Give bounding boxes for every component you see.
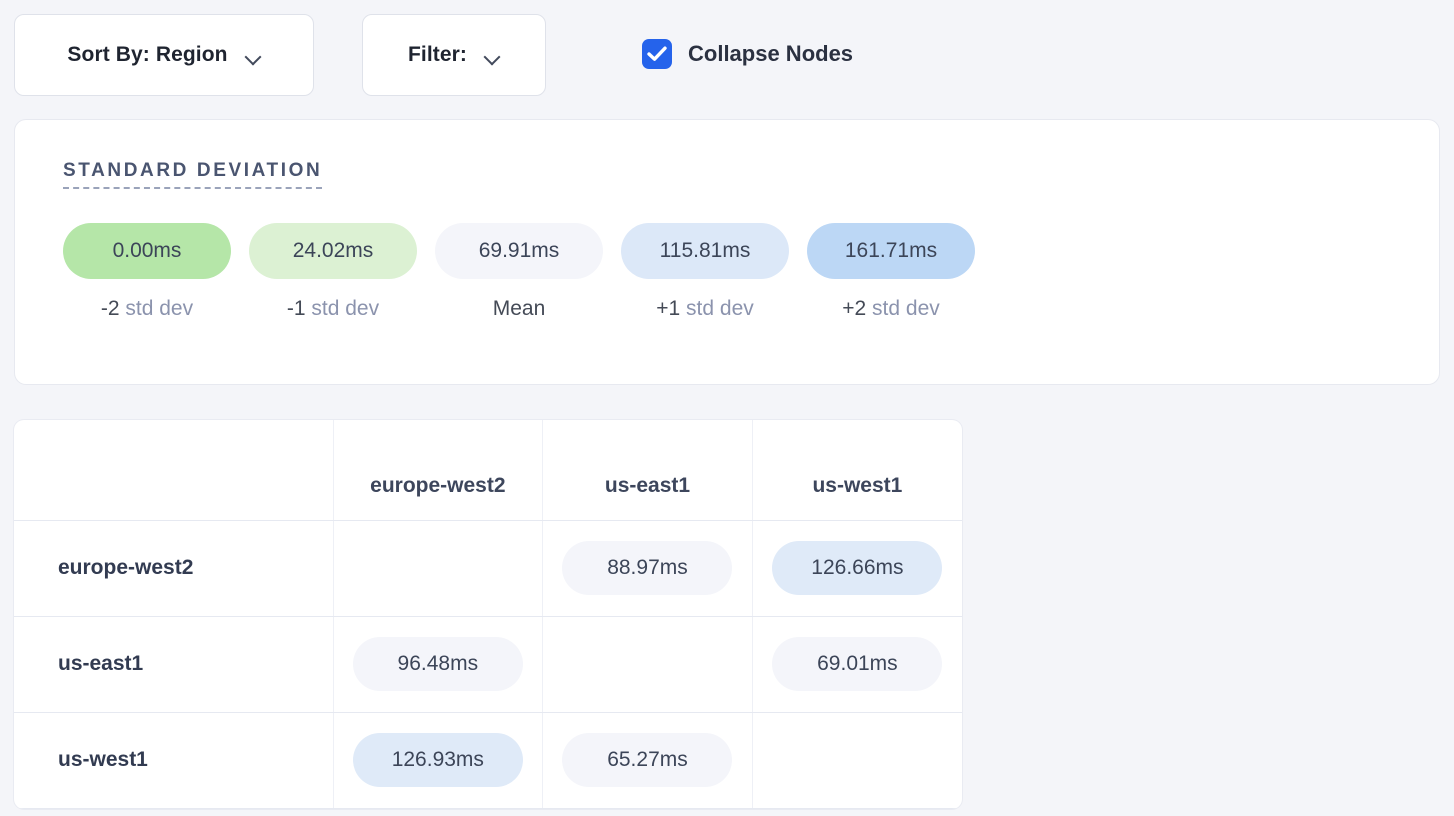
latency-cell: 88.97ms [542, 520, 753, 617]
std-dev-step-text: std dev [119, 297, 194, 320]
std-dev-step-text: std dev [866, 297, 940, 320]
table-header-row: europe-west2 us-east1 us-west1 [14, 420, 962, 521]
std-dev-step: 115.81ms +1 std dev [621, 223, 789, 321]
std-dev-step-label: +2 std dev [842, 297, 940, 321]
std-dev-step-number: +2 [842, 297, 867, 320]
card-title: STANDARD DEVIATION [63, 160, 323, 189]
table-corner-cell [14, 420, 334, 521]
std-dev-step-label: Mean [492, 297, 546, 320]
row-header-us-east1: us-east1 [14, 616, 334, 713]
latency-value-pill[interactable]: 65.27ms [562, 733, 733, 787]
std-dev-value-pill: 24.02ms [249, 223, 417, 279]
column-header-us-west1: us-west1 [752, 420, 962, 521]
latency-value-pill[interactable]: 88.97ms [562, 541, 733, 595]
table-body: europe-west2 88.97ms 126.66ms us-east1 96.48… [14, 520, 962, 809]
latency-cell: 65.27ms [542, 712, 753, 809]
latency-cell: 126.93ms [333, 712, 544, 809]
collapse-nodes-checkbox[interactable]: Collapse Nodes [642, 39, 853, 69]
table-row: europe-west2 88.97ms 126.66ms [14, 520, 962, 617]
std-dev-step-label: -1 std dev [287, 297, 379, 321]
latency-matrix: europe-west2 us-east1 us-west1 europe-west… [14, 420, 962, 809]
std-dev-step-text: std dev [305, 297, 380, 320]
checkbox-box[interactable] [642, 39, 672, 69]
row-header-europe-west2: europe-west2 [14, 520, 334, 617]
check-icon [647, 46, 667, 61]
column-header-europe-west2: europe-west2 [333, 420, 544, 521]
latency-cell: 96.48ms [333, 616, 544, 713]
row-header-us-west1: us-west1 [14, 712, 334, 809]
std-dev-step-text: std dev [680, 297, 754, 320]
sort-by-label: Sort By: Region [67, 43, 228, 66]
latency-cell: 69.01ms [752, 616, 962, 713]
latency-cell [542, 616, 753, 713]
std-dev-step: 69.91ms Mean [435, 223, 603, 321]
std-dev-value-pill: 161.71ms [807, 223, 975, 279]
latency-value-pill[interactable]: 126.66ms [772, 541, 943, 595]
std-dev-step-label: +1 std dev [656, 297, 754, 321]
std-dev-step-label: -2 std dev [101, 297, 193, 321]
chevron-down-icon [485, 51, 500, 60]
std-dev-value-pill: 69.91ms [435, 223, 603, 279]
column-header-us-east1: us-east1 [542, 420, 753, 521]
filter-dropdown[interactable]: Filter: [362, 14, 546, 96]
std-dev-value-pill: 115.81ms [621, 223, 789, 279]
std-dev-step-number: +1 [656, 297, 681, 320]
std-dev-step: 0.00ms -2 std dev [63, 223, 231, 321]
table-head: europe-west2 us-east1 us-west1 [14, 420, 962, 521]
chevron-down-icon [246, 51, 261, 60]
std-dev-step: 24.02ms -1 std dev [249, 223, 417, 321]
latency-cell [752, 712, 962, 809]
collapse-nodes-label: Collapse Nodes [688, 41, 854, 66]
filter-label: Filter: [407, 43, 468, 66]
table-row: us-east1 96.48ms 69.01ms [14, 616, 962, 713]
latency-value-pill[interactable]: 96.48ms [352, 637, 523, 691]
toolbar: Sort By: Region Filter: Collapse Nodes [0, 0, 1454, 110]
std-dev-step-number: -1 [286, 297, 306, 320]
latency-cell: 126.66ms [752, 520, 962, 617]
latency-value-pill[interactable]: 126.93ms [352, 733, 523, 787]
latency-cell [333, 520, 544, 617]
std-dev-step-number: -2 [100, 297, 120, 320]
std-dev-scale: 0.00ms -2 std dev 24.02ms -1 std dev 69.91ms… [63, 223, 975, 321]
std-dev-value-pill: 0.00ms [63, 223, 231, 279]
standard-deviation-card: STANDARD DEVIATION 0.00ms -2 std dev 24.02… [14, 119, 1440, 385]
latency-value-pill[interactable]: 69.01ms [772, 637, 943, 691]
std-dev-step: 161.71ms +2 std dev [807, 223, 975, 321]
sort-by-dropdown[interactable]: Sort By: Region [14, 14, 314, 96]
table-row: us-west1 126.93ms 65.27ms [14, 712, 962, 809]
latency-matrix-table: europe-west2 us-east1 us-west1 europe-west… [14, 420, 962, 809]
